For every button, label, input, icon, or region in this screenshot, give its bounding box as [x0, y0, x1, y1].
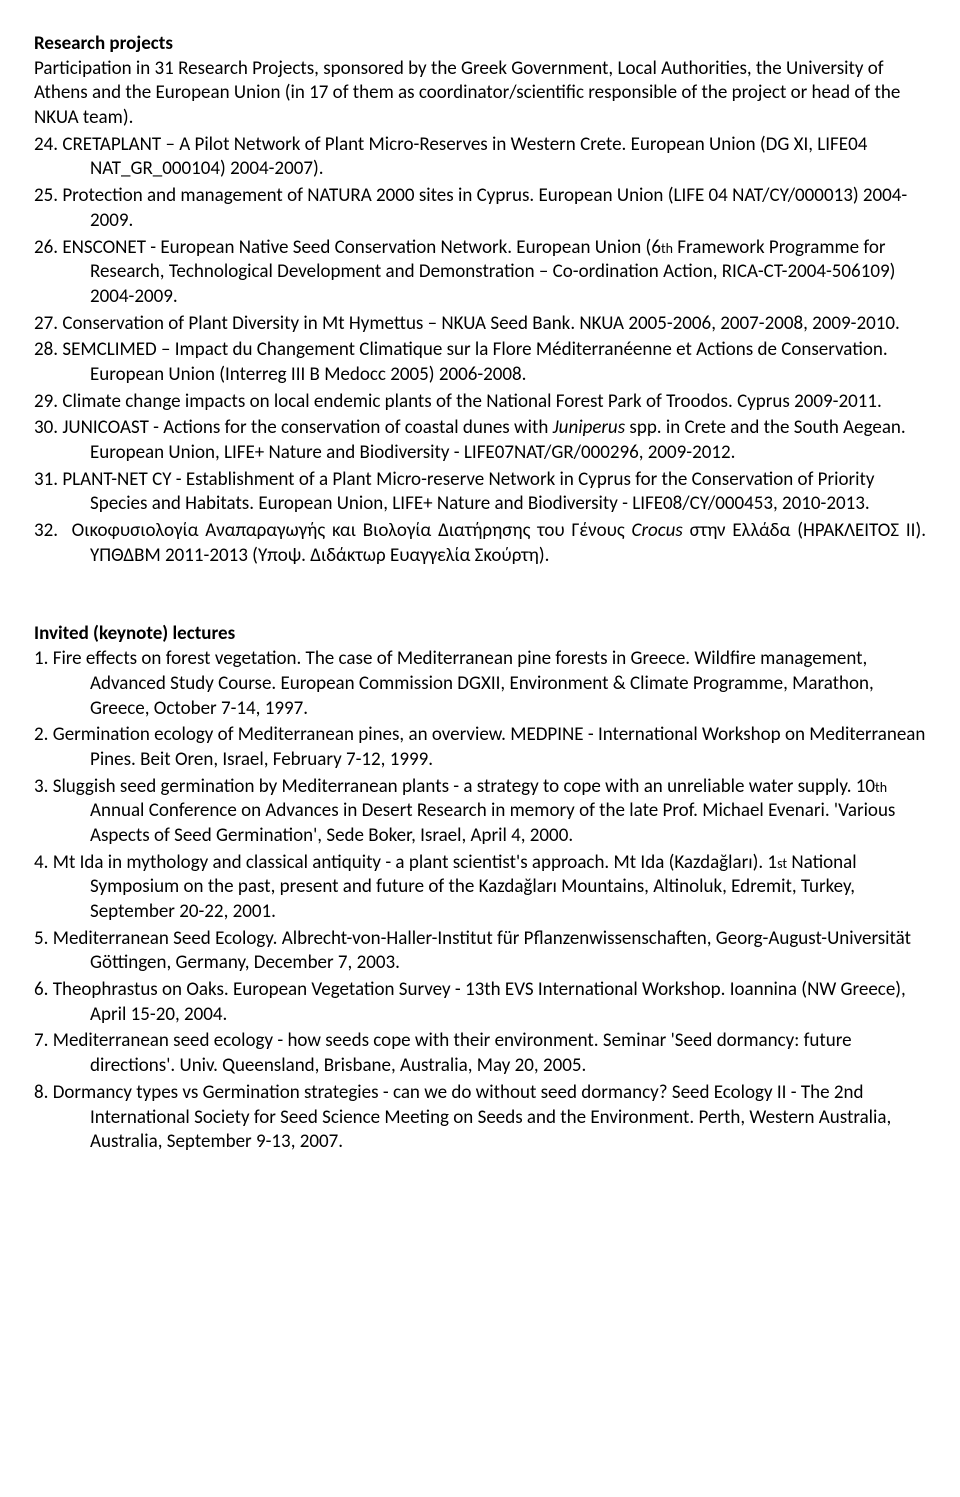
list-item: 4. Mt Ida in mythology and classical ant…	[34, 851, 926, 925]
list-item: 27. Conservation of Plant Diversity in M…	[34, 312, 926, 337]
list-item: 29. Climate change impacts on local ende…	[34, 390, 926, 415]
list-item: 31. PLANT-NET CY - Establishment of a Pl…	[34, 468, 926, 517]
section-intro: Participation in 31 Research Projects, s…	[34, 57, 926, 131]
list-item: 25. Protection and management of NATURA …	[34, 184, 926, 233]
section-title: Invited (keynote) lectures	[34, 622, 926, 647]
list-item: 8. Dormancy types vs Germination strateg…	[34, 1081, 926, 1155]
list-item: 26. ENSCONET - European Native Seed Cons…	[34, 236, 926, 310]
list-item: 3. Sluggish seed germination by Mediterr…	[34, 775, 926, 849]
list-item: 2. Germination ecology of Mediterranean …	[34, 723, 926, 772]
list-item: 30. JUNICOAST - Actions for the conserva…	[34, 416, 926, 465]
section-research-projects: Research projects Participation in 31 Re…	[34, 32, 926, 568]
list-item: 32. Οικοφυσιολογία Αναπαραγωγής και Βιολ…	[34, 519, 926, 568]
list-item: 24. CRETAPLANT – A Pilot Network of Plan…	[34, 133, 926, 182]
list-item: 28. SEMCLIMED – Impact du Changement Cli…	[34, 338, 926, 387]
list-item: 7. Mediterranean seed ecology - how seed…	[34, 1029, 926, 1078]
section-gap	[34, 570, 926, 618]
list-item: 6. Theophrastus on Oaks. European Vegeta…	[34, 978, 926, 1027]
section-invited-lectures: Invited (keynote) lectures 1. Fire effec…	[34, 622, 926, 1154]
list-item: 5. Mediterranean Seed Ecology. Albrecht-…	[34, 927, 926, 976]
list-item: 1. Fire effects on forest vegetation. Th…	[34, 647, 926, 721]
section-title: Research projects	[34, 32, 926, 57]
